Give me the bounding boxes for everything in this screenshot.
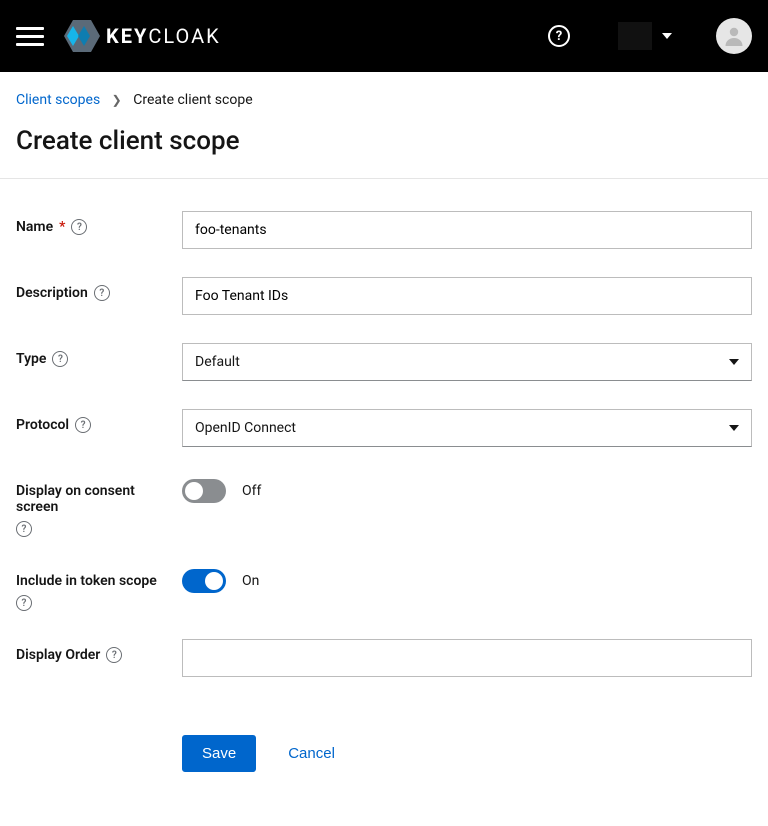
include-token-switch[interactable] [182,569,226,593]
field-display-order: Display Order ? [16,625,752,691]
help-icon[interactable]: ? [52,351,68,367]
label-description: Description ? [16,277,166,301]
help-icon[interactable]: ? [16,521,32,537]
label-display-order: Display Order ? [16,639,166,663]
label-include-token: Include in token scope ? [16,565,166,611]
field-description: Description ? [16,263,752,329]
label-type: Type ? [16,343,166,367]
realm-selector[interactable] [618,22,672,50]
breadcrumb-parent-link[interactable]: Client scopes [16,92,100,108]
required-indicator: * [59,219,65,235]
field-include-token: Include in token scope ? On [16,551,752,625]
realm-swatch [618,22,652,50]
save-button[interactable]: Save [182,735,256,772]
protocol-select[interactable]: OpenID Connect [182,409,752,447]
chevron-down-icon [662,33,672,39]
topbar: KEYCLOAK ? [0,0,768,72]
protocol-select-value: OpenID Connect [195,420,296,436]
display-consent-switch[interactable] [182,479,226,503]
help-icon[interactable]: ? [71,219,87,235]
chevron-right-icon: ❯ [112,93,122,107]
logo-text: KEYCLOAK [106,24,221,48]
form-actions-row: Save Cancel [16,691,752,786]
logo[interactable]: KEYCLOAK [64,20,221,52]
logo-mark-icon [64,20,100,52]
user-icon [722,24,746,48]
name-input[interactable] [182,211,752,249]
page-title: Create client scope [0,118,768,178]
field-type: Type ? Default [16,329,752,395]
field-name: Name * ? [16,197,752,263]
breadcrumb-current: Create client scope [133,92,252,108]
type-select[interactable]: Default [182,343,752,381]
help-icon[interactable]: ? [106,647,122,663]
create-client-scope-form: Name * ? Description ? Type ? Default [0,179,768,826]
label-display-consent: Display on consent screen ? [16,475,166,537]
display-consent-state: Off [242,483,261,499]
chevron-down-icon [729,425,739,431]
help-icon[interactable]: ? [548,25,570,47]
cancel-button[interactable]: Cancel [284,735,339,772]
type-select-value: Default [195,354,240,370]
display-order-input[interactable] [182,639,752,677]
label-name: Name * ? [16,211,166,235]
help-icon[interactable]: ? [75,417,91,433]
include-token-state: On [242,573,259,589]
user-avatar[interactable] [716,18,752,54]
help-icon[interactable]: ? [94,285,110,301]
help-icon[interactable]: ? [16,595,32,611]
menu-toggle[interactable] [16,22,44,50]
chevron-down-icon [729,359,739,365]
form-actions: Save Cancel [182,735,752,772]
field-display-consent: Display on consent screen ? Off [16,461,752,551]
description-input[interactable] [182,277,752,315]
field-protocol: Protocol ? OpenID Connect [16,395,752,461]
label-protocol: Protocol ? [16,409,166,433]
breadcrumb: Client scopes ❯ Create client scope [0,72,768,118]
